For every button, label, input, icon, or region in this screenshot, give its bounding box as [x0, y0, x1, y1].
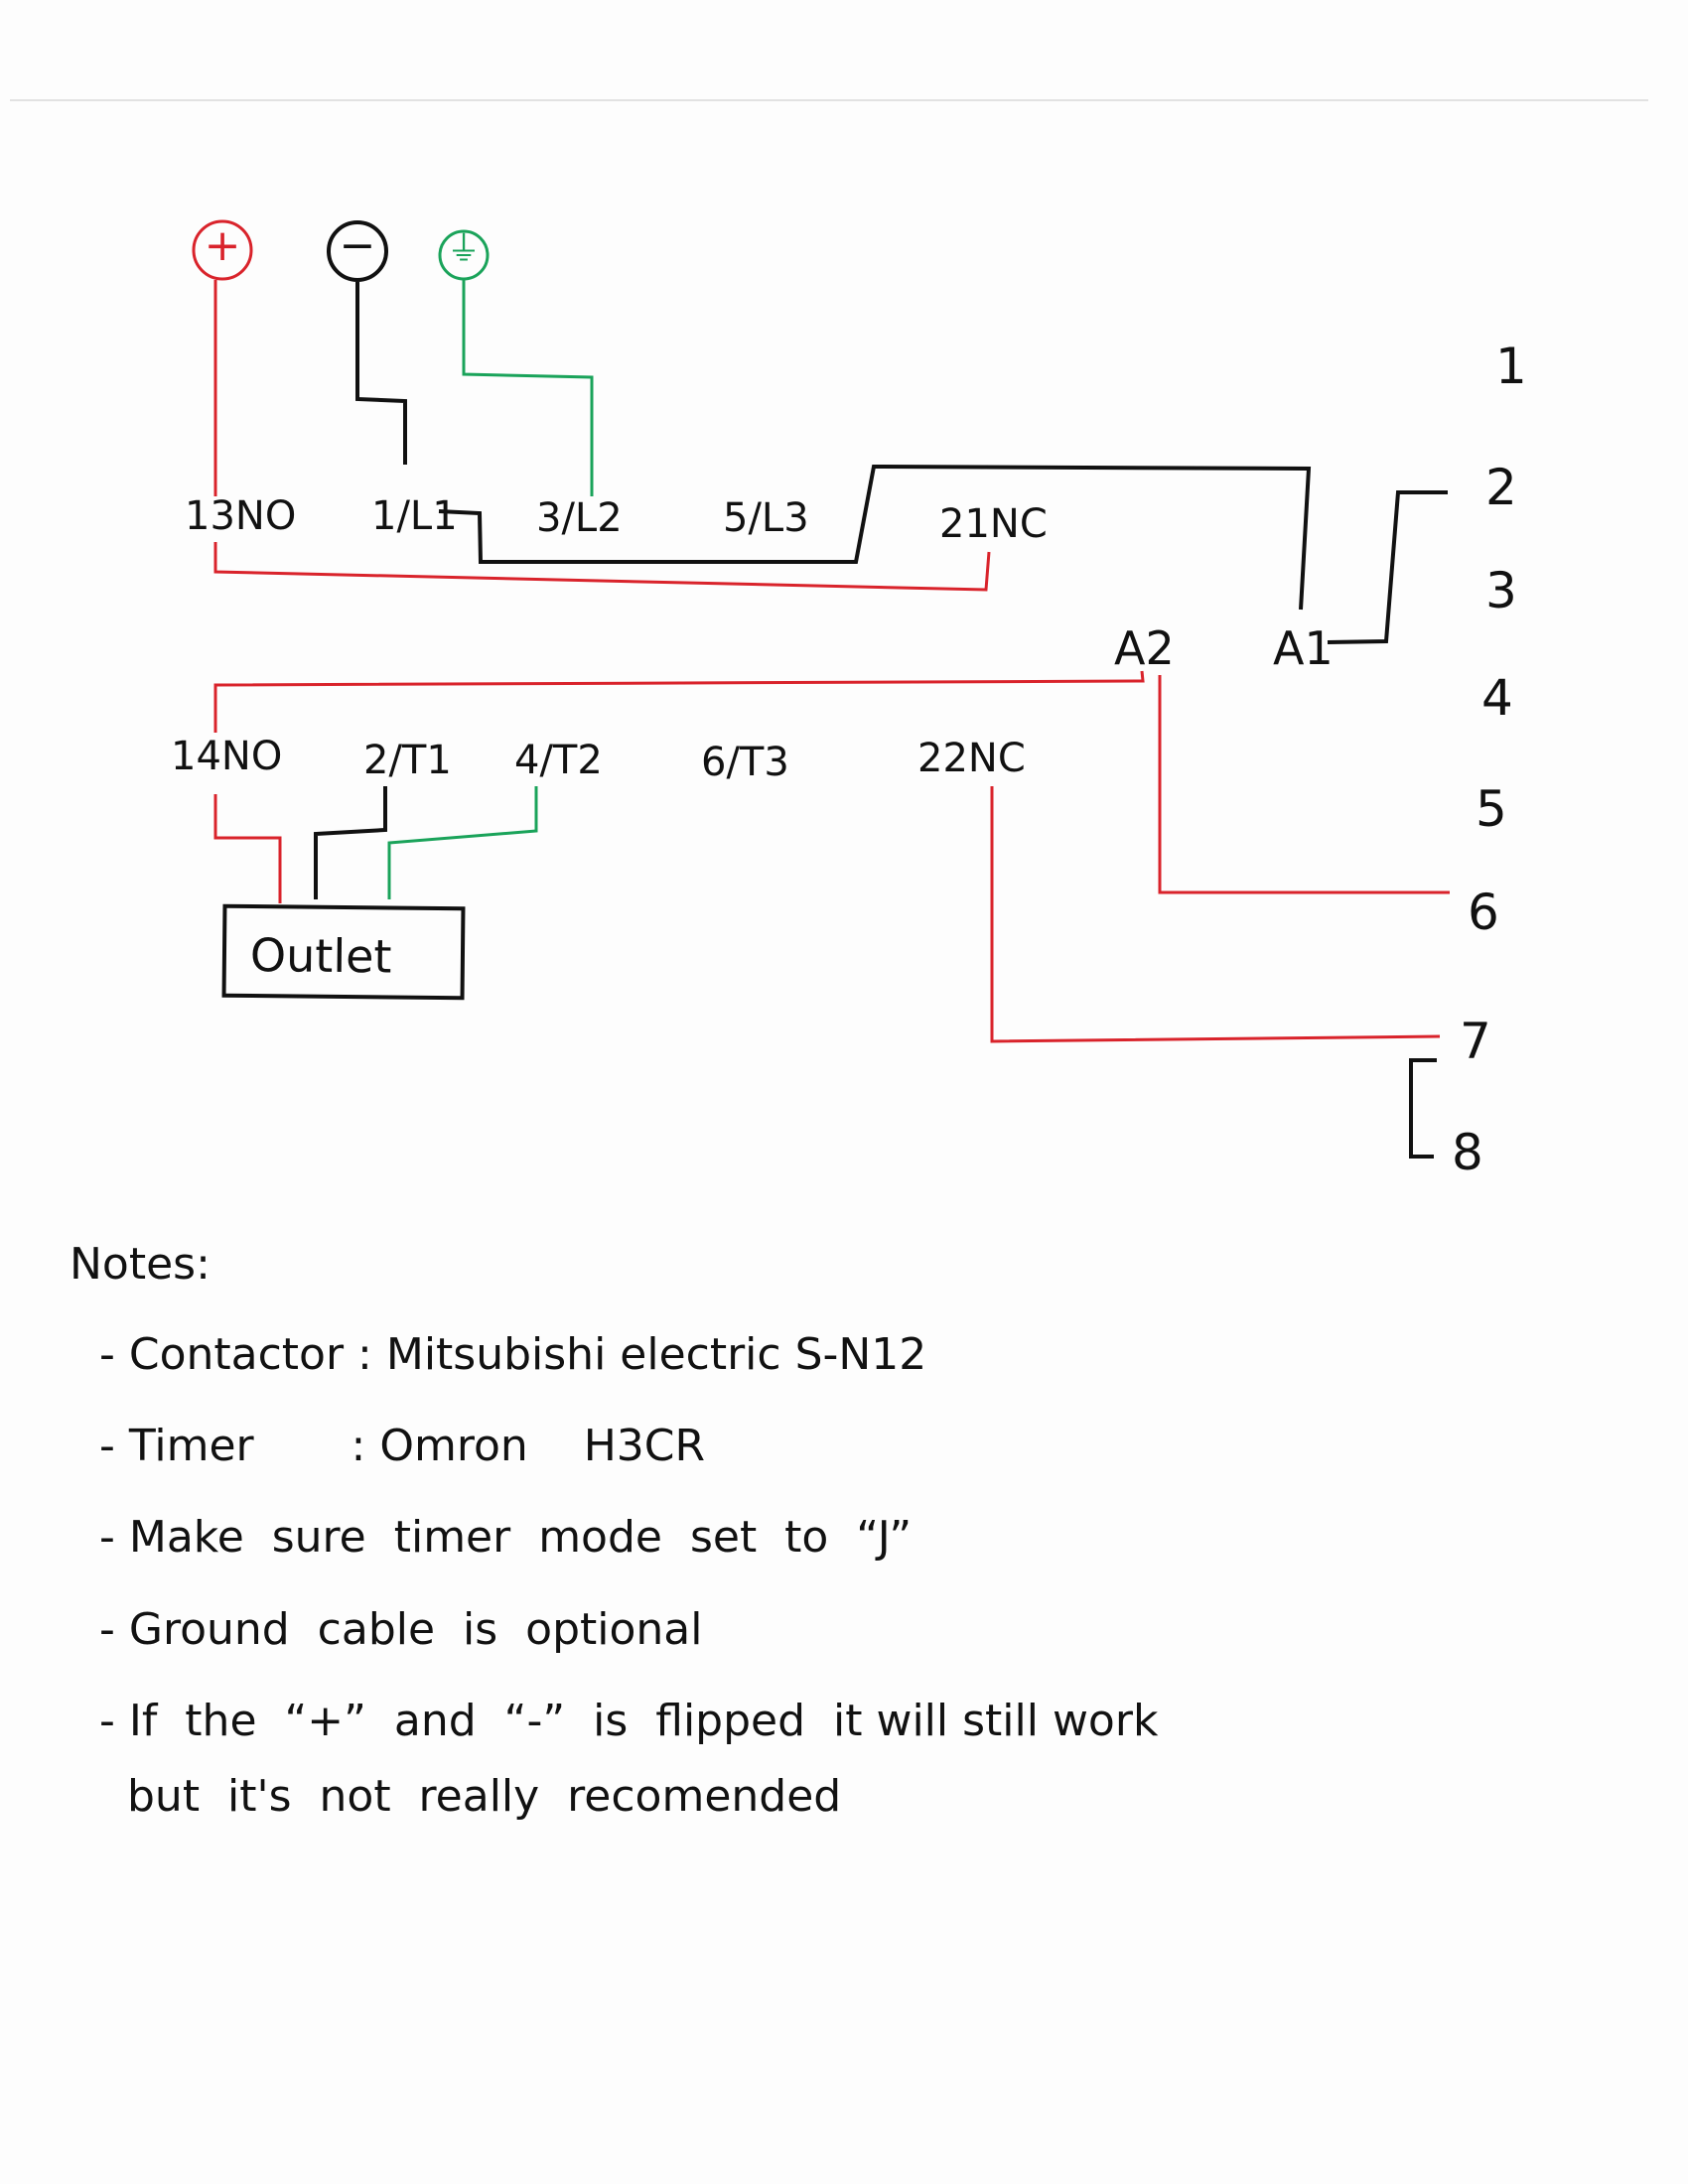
coil-terminal-a2: A2	[1114, 621, 1175, 675]
timer-pin-5: 5	[1476, 780, 1507, 838]
wire-negative-feed	[355, 282, 407, 465]
wire-t1-to-outlet	[314, 786, 387, 899]
notes-title: Notes:	[70, 1239, 211, 1290]
terminal-22nc: 22NC	[917, 736, 1026, 781]
wire-a1-to-pin2	[1327, 490, 1448, 644]
timer-pin-3: 3	[1485, 562, 1517, 619]
note-timer-mode: - Make sure timer mode set to “J”	[99, 1512, 913, 1564]
wire-22nc-to-pin7	[990, 786, 1441, 1043]
note-ground: - Ground cable is optional	[99, 1603, 703, 1655]
timer-pin-8: 8	[1452, 1124, 1483, 1181]
terminal-3-l2: 3/L2	[536, 495, 623, 541]
wire-t2-to-outlet	[387, 786, 538, 899]
minus-sign: −	[339, 220, 376, 271]
timer-pin-4: 4	[1481, 669, 1513, 727]
negative-terminal-icon	[327, 220, 388, 282]
coil-terminal-a1: A1	[1273, 621, 1334, 675]
terminal-1-l1: 1/L1	[371, 493, 458, 539]
terminal-2-t1: 2/T1	[363, 738, 452, 783]
notes-section: Notes: - Contactor : Mitsubishi electric…	[70, 1239, 1559, 1854]
positive-terminal-icon	[192, 219, 253, 281]
wire-ground-feed	[462, 280, 594, 496]
note-contactor: - Contactor : Mitsubishi electric S-N12	[99, 1329, 927, 1380]
timer-pin-7: 7	[1460, 1013, 1491, 1070]
ground-terminal-icon	[438, 229, 490, 281]
wire-pin7-to-pin8	[1409, 1058, 1437, 1159]
note-polarity: - If the “+” and “-” is flipped it will …	[99, 1695, 1159, 1746]
timer-pin-1: 1	[1495, 338, 1527, 395]
terminal-14no: 14NO	[171, 734, 283, 779]
wire-14no-to-a2	[213, 670, 1145, 733]
wire-l1-to-a1	[438, 464, 1312, 611]
page-top-rule	[10, 99, 1648, 101]
timer-pin-2: 2	[1485, 459, 1517, 516]
plus-sign: +	[204, 220, 241, 271]
outlet-label: Outlet	[249, 928, 392, 984]
ground-sign: ⏚	[447, 229, 481, 269]
terminal-4-t2: 4/T2	[514, 738, 603, 783]
wire-14no-to-outlet	[213, 794, 282, 903]
terminal-5-l3: 5/L3	[723, 495, 809, 541]
terminal-21nc: 21NC	[939, 501, 1048, 547]
outlet-box: Outlet	[221, 903, 466, 1001]
terminal-6-t3: 6/T3	[701, 740, 789, 785]
wire-13no-to-21nc	[213, 542, 991, 592]
note-timer: - Timer : Omron H3CR	[99, 1421, 706, 1472]
terminal-13no: 13NO	[185, 493, 297, 539]
note-polarity-continued: but it's not really recomended	[127, 1770, 842, 1822]
wire-a2-to-pin6	[1158, 675, 1450, 894]
timer-pin-6: 6	[1468, 884, 1499, 941]
